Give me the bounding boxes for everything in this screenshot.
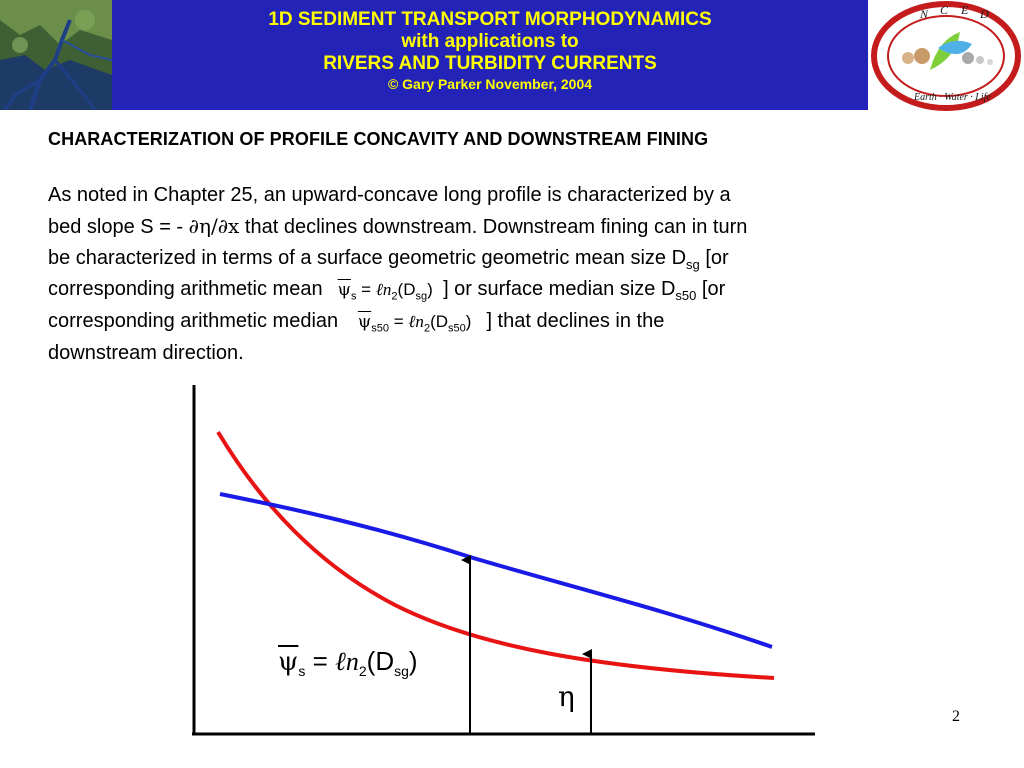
equation-median: ψs50 = ℓn2(Ds50)	[357, 312, 472, 335]
logo-letter-c: C	[940, 3, 949, 17]
eta-label: η	[558, 680, 575, 713]
logo-letter-e: E	[960, 3, 969, 17]
body-paragraph: As noted in Chapter 25, an upward-concav…	[48, 180, 978, 369]
psi-curve	[216, 430, 775, 680]
header: 1D SEDIMENT TRANSPORT MORPHODYNAMICS wit…	[0, 0, 1024, 112]
satellite-delta-image	[0, 0, 112, 110]
logo-wave-blue	[938, 40, 972, 55]
header-copyright: © Gary Parker November, 2004	[387, 76, 593, 92]
diagram-equation: ψs = ℓn2(Dsg)	[278, 646, 418, 680]
page-number: 2	[952, 708, 960, 725]
logo-letter-d: D	[979, 7, 989, 21]
title-banner: 1D SEDIMENT TRANSPORT MORPHODYNAMICS wit…	[112, 0, 868, 110]
para-line-4: corresponding arithmetic mean ψs = ℓn2(D…	[48, 278, 726, 303]
header-line-2: with applications to	[401, 31, 579, 52]
nced-logo: N C E D Earth · Water · Life	[868, 0, 1024, 112]
eta-curve	[219, 492, 773, 649]
slide-title: CHARACTERIZATION OF PROFILE CONCAVITY AN…	[48, 129, 709, 149]
para-line-1: As noted in Chapter 25, an upward-concav…	[48, 184, 731, 206]
logo-pebble-1	[902, 52, 914, 64]
logo-pebble-3	[962, 52, 974, 64]
logo-ring-text: Earth · Water · Life	[913, 92, 991, 103]
equation-mean: ψs = ℓn2(Dsg)	[337, 280, 433, 303]
logo-letter-n: N	[919, 7, 929, 21]
para-line-3: be characterized in terms of a surface g…	[48, 247, 729, 272]
header-line-3: RIVERS AND TURBIDITY CURRENTS	[323, 53, 657, 74]
para-line-2: bed slope S = - ∂η/∂x that declines down…	[48, 214, 748, 238]
logo-pebble-2	[914, 48, 930, 64]
logo-pebble-4	[976, 56, 984, 64]
logo-pebble-5	[987, 59, 993, 65]
para-line-5: corresponding arithmetic median ψs50 = ℓ…	[48, 310, 665, 335]
header-line-1: 1D SEDIMENT TRANSPORT MORPHODYNAMICS	[268, 9, 712, 30]
para-line-6: downstream direction.	[48, 342, 244, 364]
